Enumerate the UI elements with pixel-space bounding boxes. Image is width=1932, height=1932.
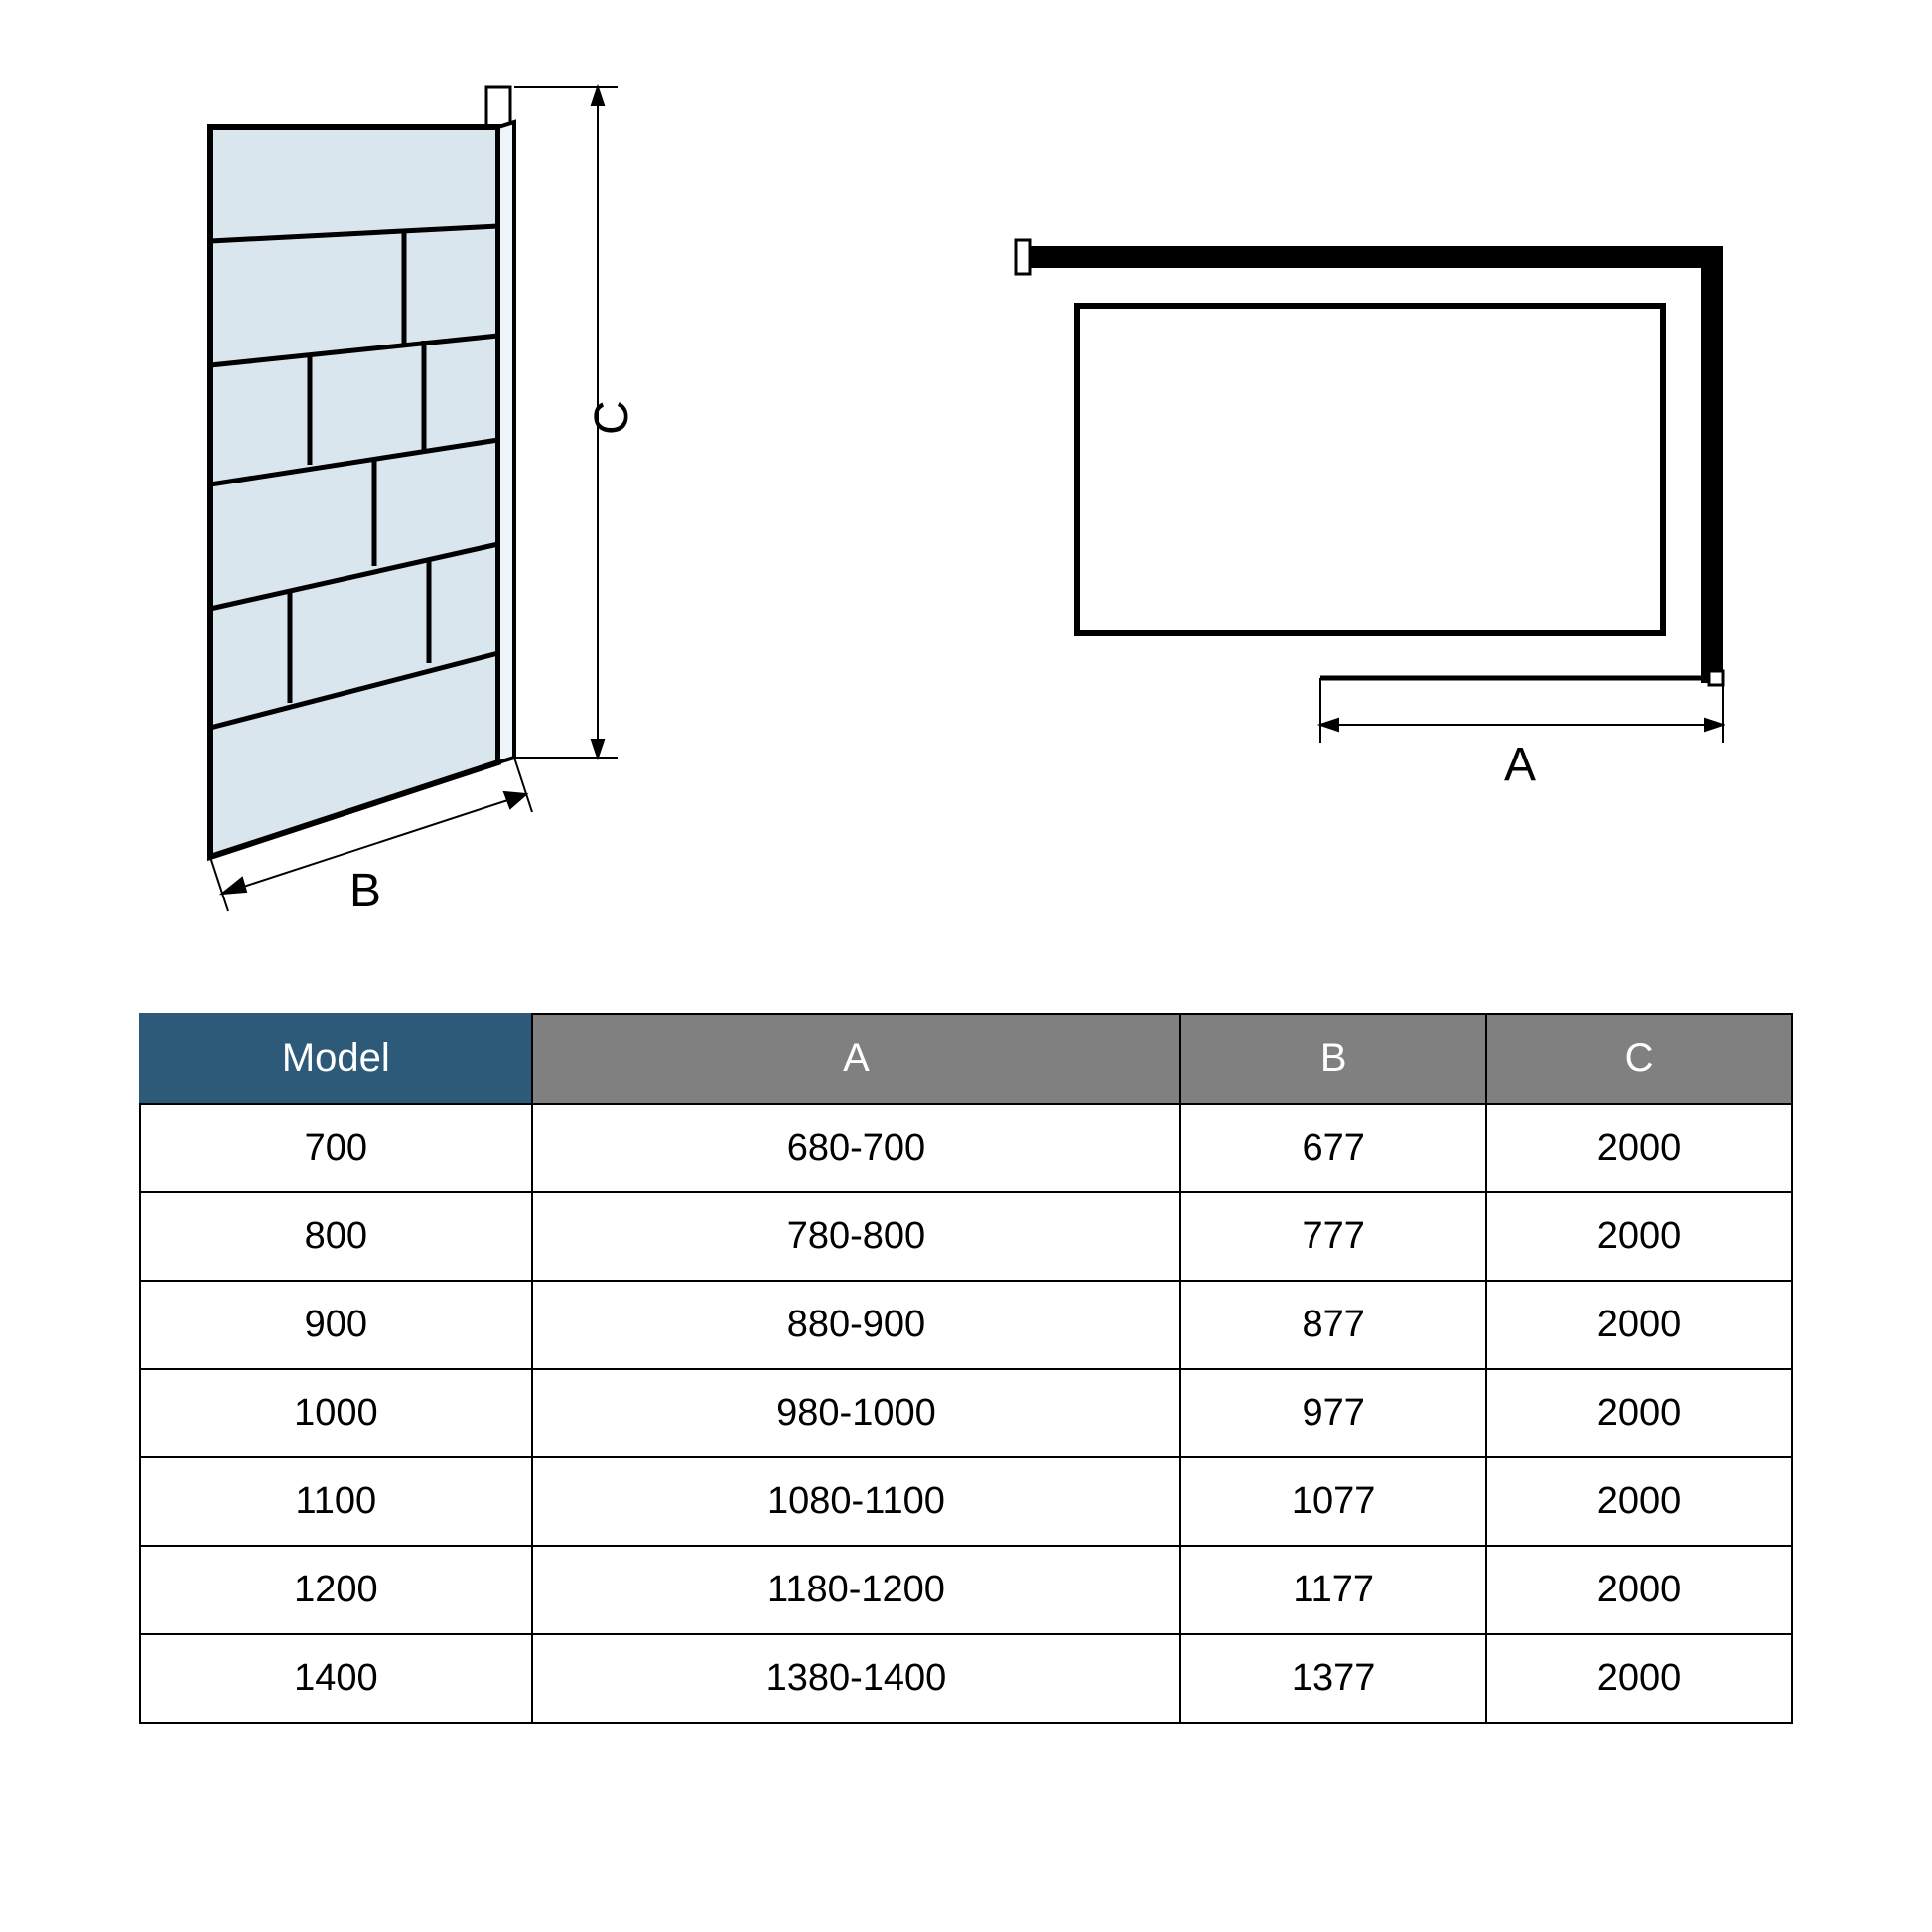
table-cell: 1180-1200: [532, 1546, 1181, 1634]
col-a: A: [532, 1014, 1181, 1104]
col-model: Model: [140, 1014, 532, 1104]
table-cell: 2000: [1486, 1192, 1792, 1281]
dimensions-table: Model A B C 700680-7006772000800780-8007…: [139, 1013, 1793, 1724]
table-cell: 800: [140, 1192, 532, 1281]
table-cell: 2000: [1486, 1634, 1792, 1723]
table-cell: 880-900: [532, 1281, 1181, 1369]
table-cell: 900: [140, 1281, 532, 1369]
table-row: 700680-7006772000: [140, 1104, 1792, 1192]
dimensions-table-wrap: Model A B C 700680-7006772000800780-8007…: [139, 1013, 1793, 1724]
col-c: C: [1486, 1014, 1792, 1104]
table-cell: 1377: [1180, 1634, 1486, 1723]
top-view-diagram: A: [968, 177, 1782, 817]
table-row: 1000980-10009772000: [140, 1369, 1792, 1457]
dim-label-c: C: [586, 400, 638, 435]
table-cell: 1177: [1180, 1546, 1486, 1634]
table-header-row: Model A B C: [140, 1014, 1792, 1104]
table-cell: 977: [1180, 1369, 1486, 1457]
table-cell: 980-1000: [532, 1369, 1181, 1457]
table-cell: 677: [1180, 1104, 1486, 1192]
diagram-row: C B: [60, 60, 1872, 933]
table-cell: 1100: [140, 1457, 532, 1546]
table-row: 11001080-110010772000: [140, 1457, 1792, 1546]
table-cell: 780-800: [532, 1192, 1181, 1281]
table-row: 900880-9008772000: [140, 1281, 1792, 1369]
table-cell: 1080-1100: [532, 1457, 1181, 1546]
table-cell: 2000: [1486, 1457, 1792, 1546]
table-row: 12001180-120011772000: [140, 1546, 1792, 1634]
table-cell: 700: [140, 1104, 532, 1192]
table-row: 14001380-140013772000: [140, 1634, 1792, 1723]
table-cell: 1000: [140, 1369, 532, 1457]
table-cell: 1400: [140, 1634, 532, 1723]
table-cell: 2000: [1486, 1104, 1792, 1192]
panel-3d-diagram: C B: [151, 68, 786, 926]
dim-label-b: B: [349, 865, 381, 917]
table-cell: 1077: [1180, 1457, 1486, 1546]
col-b: B: [1180, 1014, 1486, 1104]
table-cell: 777: [1180, 1192, 1486, 1281]
table-cell: 1200: [140, 1546, 532, 1634]
table-cell: 2000: [1486, 1369, 1792, 1457]
dim-label-a: A: [1504, 739, 1536, 791]
table-cell: 1380-1400: [532, 1634, 1181, 1723]
table-cell: 2000: [1486, 1281, 1792, 1369]
table-cell: 680-700: [532, 1104, 1181, 1192]
table-row: 800780-8007772000: [140, 1192, 1792, 1281]
table-cell: 877: [1180, 1281, 1486, 1369]
table-cell: 2000: [1486, 1546, 1792, 1634]
